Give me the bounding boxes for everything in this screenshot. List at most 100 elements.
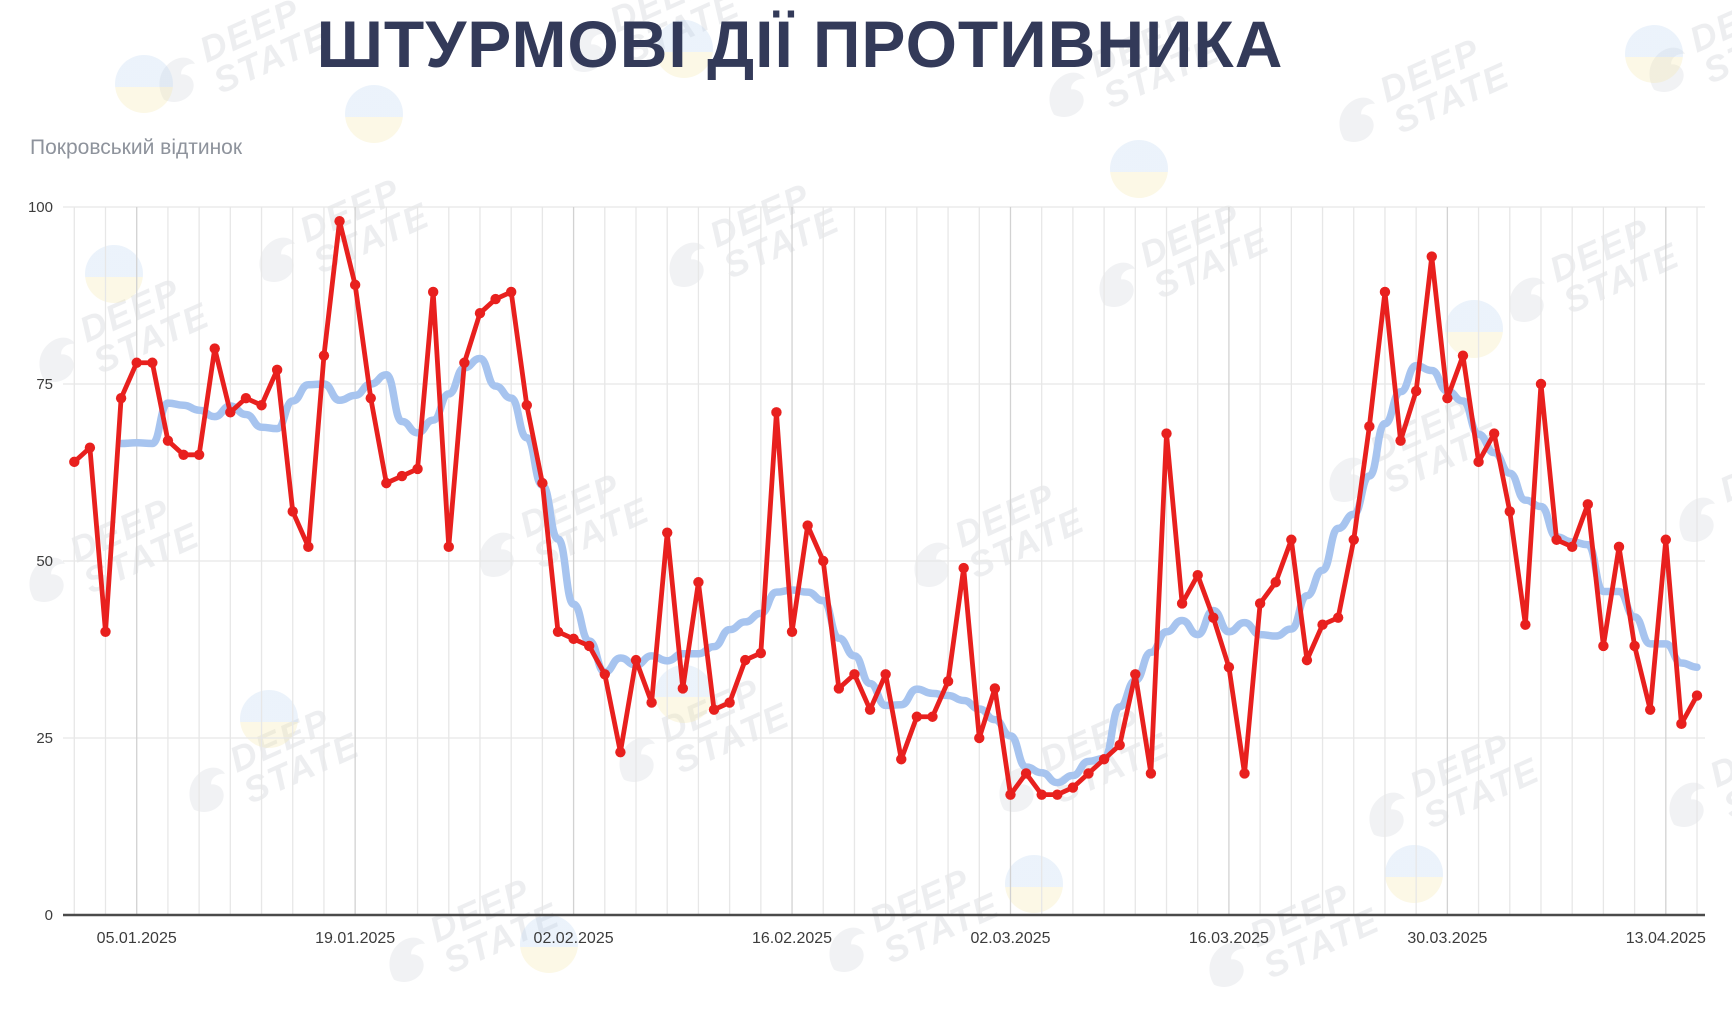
data-point-marker <box>1254 598 1266 609</box>
data-point-marker <box>630 654 642 666</box>
data-point-marker <box>677 683 689 694</box>
data-point-marker <box>240 392 252 404</box>
data-point-marker <box>802 520 813 531</box>
data-point-marker <box>1613 541 1625 553</box>
data-point-marker <box>209 343 220 354</box>
data-point-marker <box>1208 612 1219 623</box>
data-point-marker <box>724 697 735 708</box>
chart-title: ШТУРМОВІ ДІЇ ПРОТИВНИКА <box>316 7 1284 81</box>
data-point-marker <box>162 435 174 446</box>
data-point-marker <box>334 215 345 227</box>
x-axis-tick-label: 02.03.2025 <box>970 930 1050 947</box>
data-point-marker <box>896 754 907 765</box>
data-point-marker <box>1598 640 1609 652</box>
data-point-marker <box>1083 768 1094 779</box>
data-point-marker <box>989 683 1001 694</box>
data-point-marker <box>833 683 845 694</box>
data-point-marker <box>646 697 657 708</box>
data-point-marker <box>927 711 938 722</box>
data-point-marker <box>365 392 376 404</box>
data-point-marker <box>1176 598 1188 609</box>
data-point-marker <box>1130 669 1141 680</box>
data-point-marker <box>115 392 127 404</box>
data-point-marker <box>490 293 501 305</box>
x-axis-tick-label: 13.04.2025 <box>1626 930 1706 947</box>
data-point-marker <box>303 541 314 553</box>
data-point-marker <box>1348 534 1359 545</box>
data-point-marker <box>459 357 470 368</box>
data-point-marker <box>1535 378 1547 390</box>
data-point-marker <box>1660 534 1672 545</box>
data-point-marker <box>942 676 954 687</box>
data-point-marker <box>412 463 423 475</box>
data-point-marker <box>880 669 891 680</box>
data-point-marker <box>381 477 392 489</box>
data-point-marker <box>1504 506 1515 517</box>
data-point-marker <box>1551 534 1562 545</box>
data-point-marker <box>1098 754 1110 765</box>
data-point-marker <box>271 364 283 376</box>
data-point-marker <box>1332 612 1344 623</box>
y-axis-tick-label: 100 <box>28 199 53 216</box>
x-axis-tick-label: 16.02.2025 <box>752 930 832 947</box>
data-point-marker <box>1114 739 1125 751</box>
x-axis-tick-label: 19.01.2025 <box>315 930 395 947</box>
data-point-marker <box>349 279 361 291</box>
data-point-marker <box>1239 768 1250 779</box>
data-point-marker <box>1457 350 1469 361</box>
y-axis-tick-label: 25 <box>36 730 53 747</box>
data-point-marker <box>1473 456 1484 468</box>
data-point-marker <box>1629 640 1640 652</box>
data-point-marker <box>583 640 595 652</box>
data-point-marker <box>1192 569 1203 581</box>
gridlines <box>63 206 1705 915</box>
data-point-marker <box>1036 789 1047 800</box>
data-point-marker <box>568 633 579 645</box>
data-point-marker <box>1395 435 1406 446</box>
data-point-marker <box>740 654 751 666</box>
data-point-marker <box>1676 718 1687 730</box>
data-point-marker <box>974 732 985 744</box>
data-point-marker <box>1005 789 1016 800</box>
data-point-marker <box>178 449 189 460</box>
data-point-marker <box>1301 654 1313 666</box>
data-point-marker <box>69 456 80 468</box>
data-point-marker <box>396 470 408 482</box>
data-point-marker <box>1317 619 1328 630</box>
data-point-marker <box>1691 690 1703 701</box>
data-point-marker <box>662 527 673 538</box>
x-axis-tick-label: 16.03.2025 <box>1189 930 1269 947</box>
data-point-marker <box>755 647 767 659</box>
data-point-marker <box>1379 286 1391 298</box>
data-point-marker <box>615 746 626 758</box>
data-point-marker <box>1566 541 1578 553</box>
data-point-marker <box>599 669 611 680</box>
data-point-marker <box>1270 577 1281 588</box>
data-point-marker <box>693 577 704 588</box>
x-axis-tick-label: 02.02.2025 <box>534 930 614 947</box>
data-point-marker <box>256 400 267 411</box>
data-point-marker <box>1364 421 1375 432</box>
x-axis-tick-label: 30.03.2025 <box>1407 930 1487 947</box>
data-point-marker <box>318 350 330 361</box>
data-point-marker <box>708 704 720 715</box>
data-point-marker <box>505 286 517 298</box>
axes: 0 25 50 75 100 05.01.2025 19.01.2025 02.02.2025… <box>28 199 1706 947</box>
data-point-marker <box>771 407 782 418</box>
data-point-marker <box>84 442 96 453</box>
data-point-marker <box>1067 782 1079 793</box>
y-axis-tick-label: 50 <box>36 553 53 570</box>
data-point-marker <box>147 357 158 368</box>
data-point-marker <box>100 626 111 637</box>
data-point-marker <box>1582 499 1593 510</box>
chart-subtitle: Покровський відтинок <box>30 136 243 159</box>
data-point-marker <box>1520 619 1531 630</box>
data-point-marker <box>537 477 548 489</box>
data-series <box>69 215 1703 800</box>
data-point-marker <box>287 506 298 517</box>
data-point-marker <box>786 626 798 637</box>
data-point-marker <box>1410 385 1422 397</box>
moving-average-line <box>117 354 1701 787</box>
